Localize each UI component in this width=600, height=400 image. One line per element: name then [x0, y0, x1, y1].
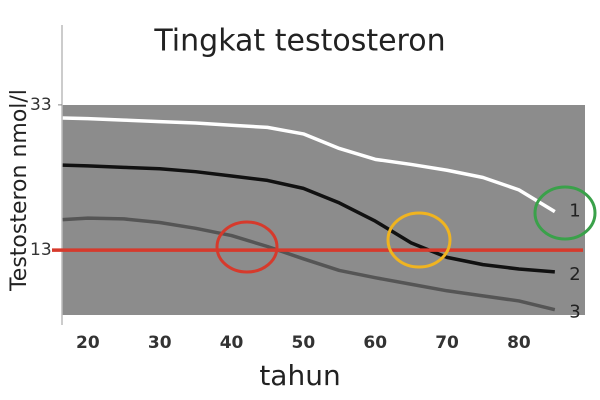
y-axis-label: Testosteron nmol/l — [7, 89, 32, 292]
y-tick-label: 13 — [30, 240, 52, 260]
highlight-circle — [215, 220, 279, 274]
plot-band — [62, 105, 585, 315]
y-tick-label: 33 — [30, 95, 52, 115]
series-line — [62, 163, 555, 274]
x-tick-label: 30 — [148, 333, 172, 353]
series-line — [62, 116, 556, 214]
plot: 20 30 40 50 60 70 80 13 33 1 2 3 — [30, 95, 583, 353]
series-line — [62, 216, 556, 312]
series-label: 3 — [569, 302, 580, 323]
x-tick-label: 40 — [220, 333, 244, 353]
series-label: 1 — [569, 201, 580, 222]
x-tick-label: 60 — [363, 333, 387, 353]
x-tick-label: 20 — [76, 333, 100, 353]
highlight-circle — [386, 211, 452, 269]
x-tick-label: 50 — [292, 333, 316, 353]
x-tick-label: 80 — [507, 333, 531, 353]
highlight-circle — [533, 185, 597, 241]
x-axis-label: tahun — [259, 359, 340, 392]
series-label: 2 — [569, 264, 580, 285]
x-tick-label: 70 — [435, 333, 459, 353]
chart-title: Tingkat testosteron — [153, 24, 445, 59]
